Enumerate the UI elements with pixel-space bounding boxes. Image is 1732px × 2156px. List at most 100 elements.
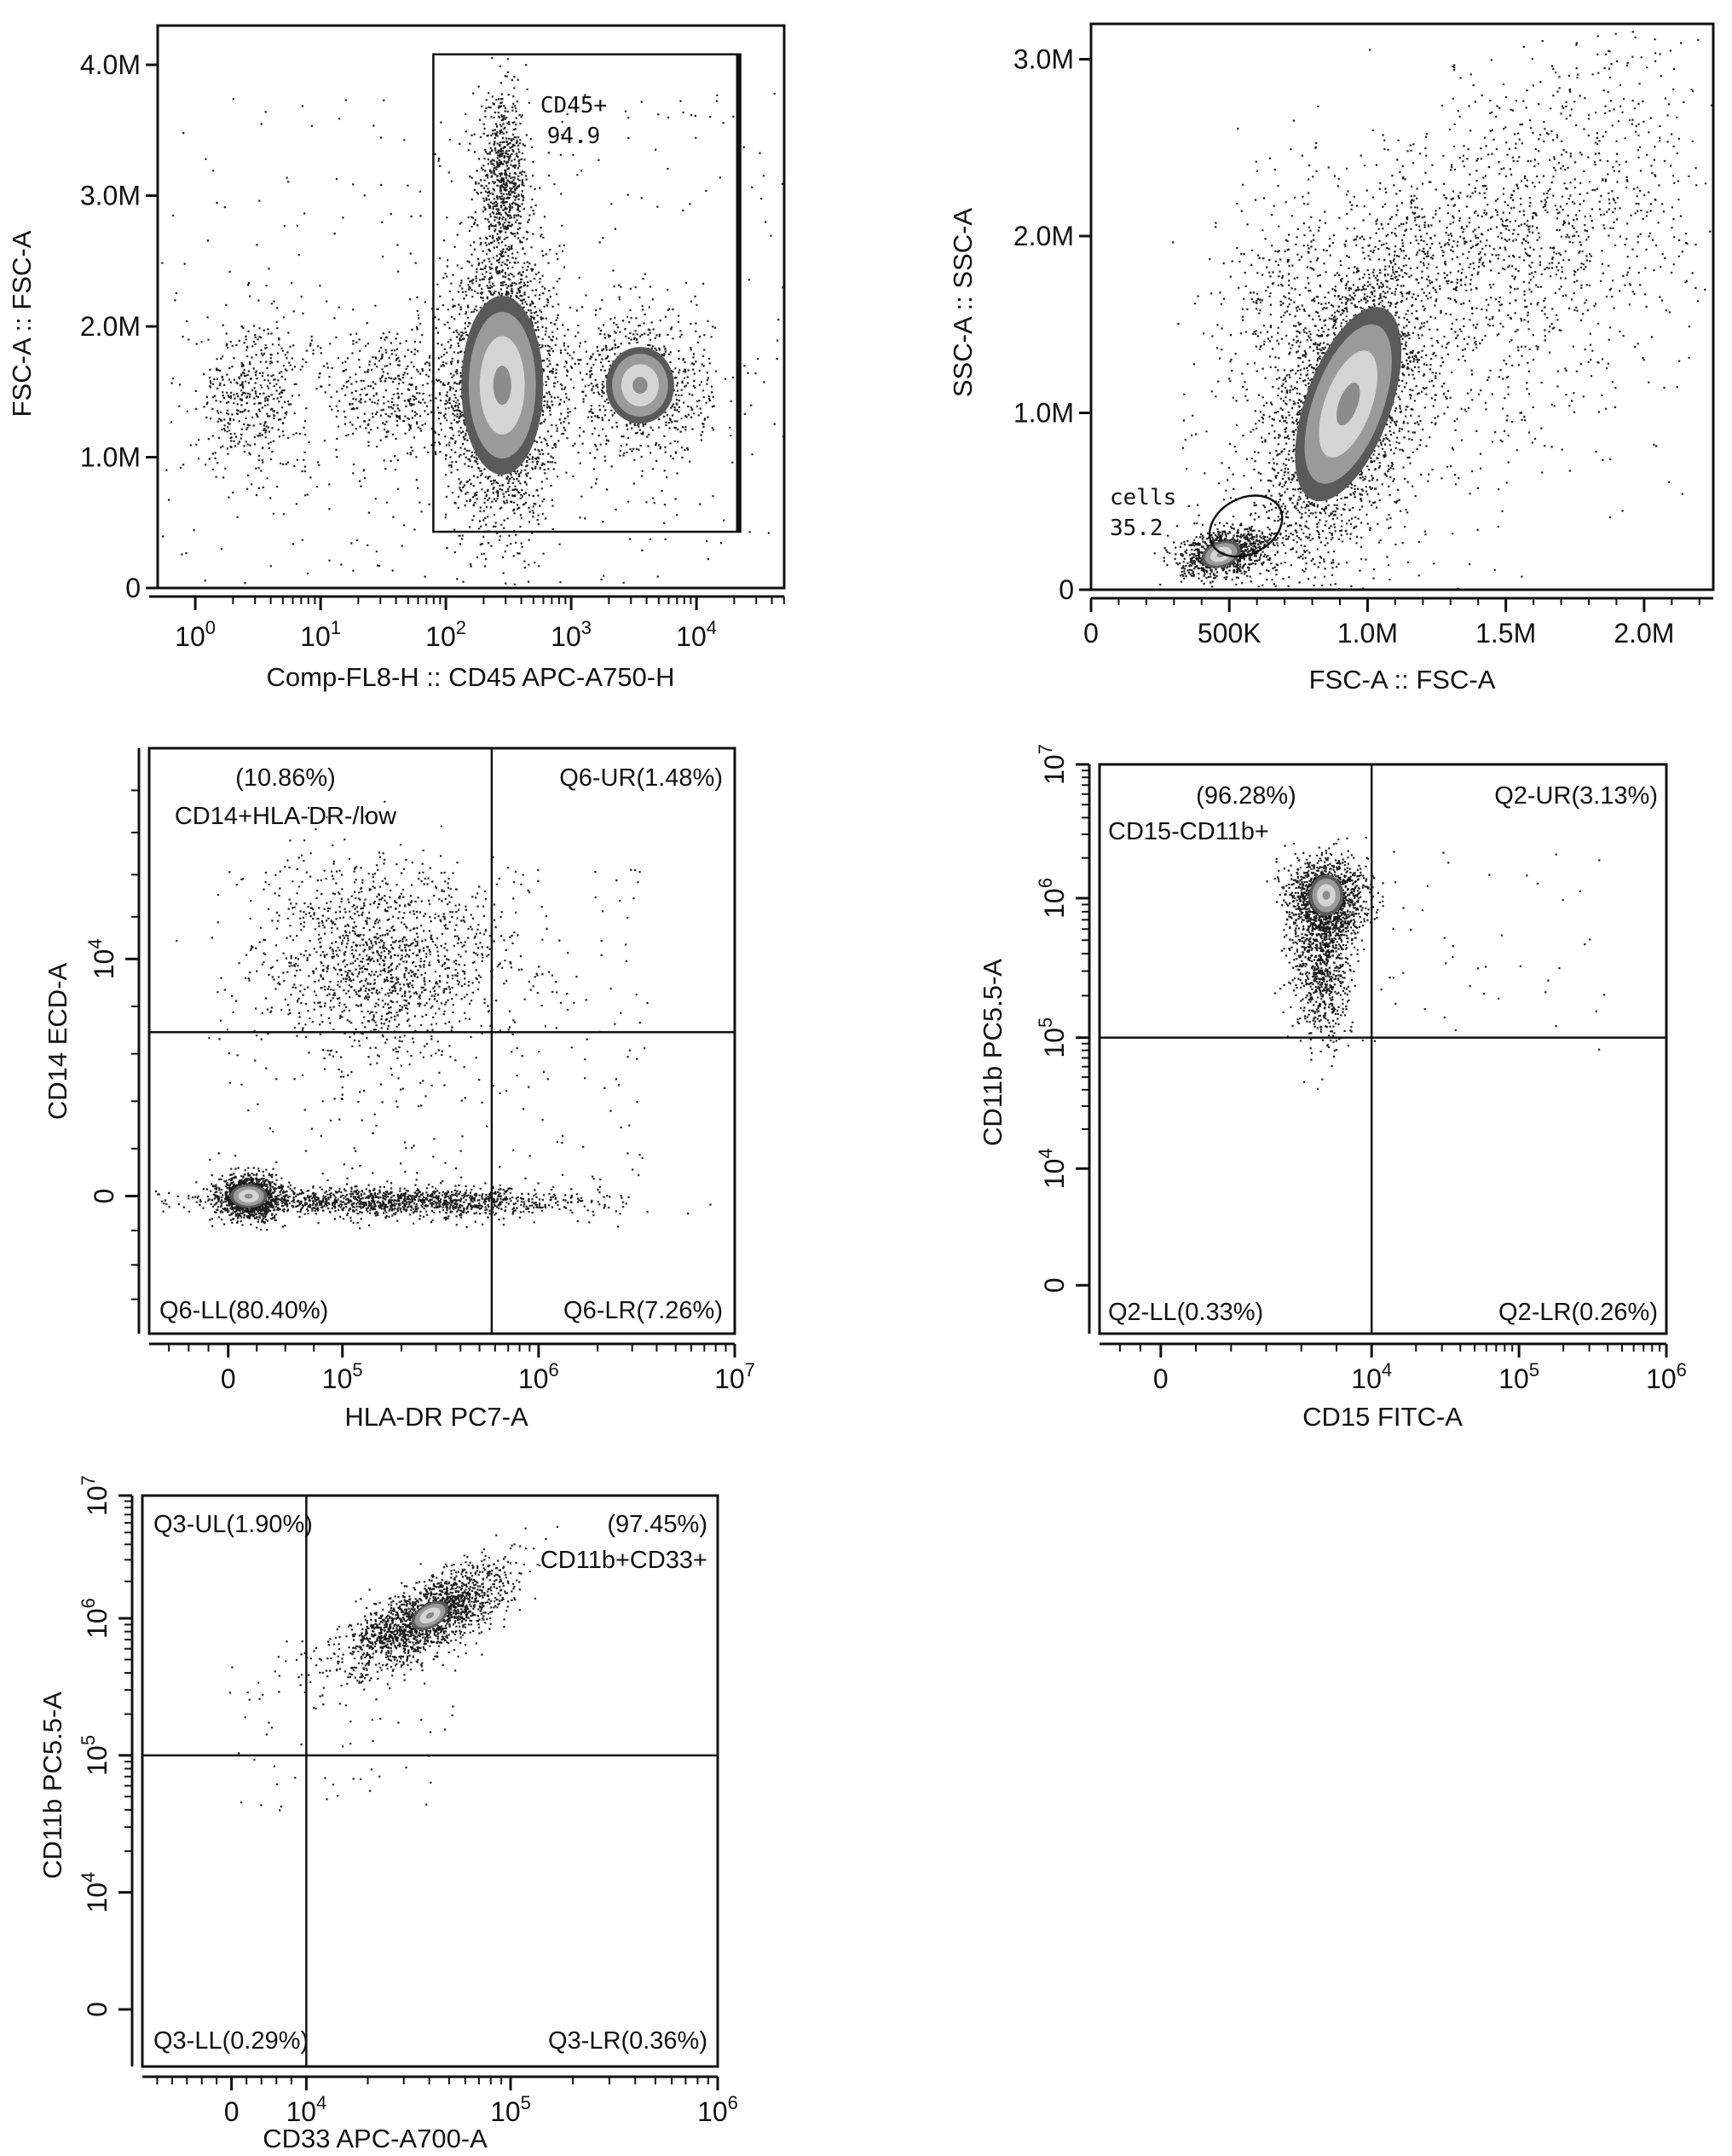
y-tick-label: 0 [82, 2002, 113, 2017]
panel-cd15-cd11b: (96.28%) CD15-CD11b+ Q2-UR(3.13%) Q2-LL(0.3… [978, 744, 1687, 1432]
tick-base: 10 [1351, 1363, 1382, 1394]
tick-base: 0 [82, 2002, 113, 2017]
y-tick-label: 104 [84, 938, 119, 979]
tick-exponent: 4 [78, 1872, 99, 1882]
x-tick-label: 1.0M [1337, 618, 1398, 649]
quadrant-ur-name: CD11b+CD33+ [540, 1547, 707, 1574]
y-axis-title: SSC-A :: SSC-A [948, 208, 978, 398]
y-axis-title: CD11b PC5.5-A [38, 1692, 67, 1879]
density-core-main [461, 296, 544, 476]
x-tick-label: 0 [224, 2096, 240, 2127]
gate-name: cells [1110, 485, 1176, 510]
gate-name: CD45+ [540, 93, 607, 118]
density-core-0 [411, 1600, 449, 1630]
plot-frame [156, 24, 786, 590]
x-axis-title: CD15 FITC-A [1302, 1402, 1463, 1432]
y-tick-label: 105 [1035, 1017, 1070, 1058]
y-tick-label: 1.0M [1013, 398, 1074, 429]
cells-gate [1208, 494, 1284, 558]
x-tick-label: 107 [714, 1359, 755, 1394]
density-ring-inner [493, 365, 511, 406]
x-tick-label: 104 [286, 2092, 326, 2127]
y-tick-label: 0 [89, 1189, 119, 1204]
tick-base: 0 [1153, 1363, 1169, 1394]
x-tick-label: 104 [1351, 1359, 1392, 1394]
y-tick-label: 3.0M [80, 181, 141, 211]
event-dots [154, 800, 712, 1231]
tick-base: 10 [1646, 1363, 1677, 1394]
tick-exponent: 6 [728, 2092, 738, 2113]
tick-base: 10 [714, 1363, 745, 1394]
y-tick-label: 3.0M [1013, 44, 1074, 75]
tick-exponent: 4 [1035, 1148, 1056, 1158]
tick-base: 10 [300, 621, 331, 652]
quadrant-ul-label: Q3-UL(1.90%) [153, 1511, 313, 1538]
quadrant-ur-label: Q2-UR(3.13%) [1494, 782, 1658, 810]
event-scatter [1266, 836, 1606, 1090]
quadrant-ul-name: CD14+HLA-DR-/low [175, 803, 397, 830]
plot-frame [141, 1494, 719, 2068]
x-tick-label: 104 [676, 617, 717, 652]
y-tick-label: 0 [125, 573, 141, 603]
tick-base: 10 [322, 1363, 353, 1394]
event-scatter [161, 56, 785, 585]
tick-base: 10 [697, 2096, 728, 2127]
y-tick-label: 2.0M [1013, 221, 1074, 251]
density-ring-inner [1322, 891, 1331, 900]
x-tick-label: 0 [221, 1363, 236, 1394]
x-axis-title: CD33 APC-A700-A [263, 2124, 488, 2153]
gate-value: 94.9 [547, 124, 601, 149]
tick-exponent: 7 [1035, 744, 1056, 754]
quadrant-ur-value: (97.45%) [607, 1511, 707, 1538]
quadrant-ll-label: Q3-LL(0.29%) [153, 2027, 309, 2055]
tick-base: 10 [89, 949, 119, 980]
quadrant-ul-value: (96.28%) [1196, 782, 1296, 810]
y-tick-label: 106 [78, 1598, 113, 1639]
tick-base: 10 [490, 2096, 521, 2127]
quadrant-ll-label: Q2-LL(0.33%) [1108, 1299, 1263, 1326]
quadrant-ul-value: (10.86%) [235, 764, 336, 792]
y-tick-label: 106 [1035, 878, 1070, 919]
tick-base: 10 [286, 2096, 316, 2127]
y-axis-title: CD14 ECD-A [43, 963, 72, 1121]
event-scatter [154, 800, 712, 1231]
tick-base: 10 [175, 621, 205, 652]
tick-exponent: 5 [352, 1359, 362, 1381]
tick-base: 10 [551, 621, 581, 652]
quadrant-lr-label: Q2-LR(0.26%) [1498, 1299, 1658, 1326]
tick-base: 10 [1039, 888, 1070, 919]
tick-exponent: 7 [745, 1359, 755, 1381]
tick-exponent: 5 [1035, 1017, 1056, 1028]
quadrant-lr-label: Q3-LR(0.36%) [548, 2027, 707, 2055]
y-tick-label: 4.0M [80, 49, 141, 80]
y-tick-label: 105 [78, 1735, 113, 1776]
tick-base: 10 [1039, 754, 1070, 785]
panel-cells-gating: cells 35.2 0 1.0M 2.0M 3.0M 0 500K 1.0M 1.5M 2.0M F… [948, 22, 1715, 695]
tick-base: 10 [1498, 1363, 1529, 1394]
density-core-0 [1309, 874, 1343, 916]
tick-exponent: 5 [78, 1735, 99, 1745]
tick-base: 10 [518, 1363, 549, 1394]
event-scatter [1153, 31, 1713, 591]
y-tick-label: 0 [1059, 574, 1074, 605]
plot-frame [1098, 763, 1668, 1335]
x-tick-label: 1.5M [1475, 618, 1536, 649]
tick-exponent: 6 [78, 1598, 99, 1608]
tick-exponent: 6 [1035, 878, 1056, 888]
y-tick-label: 1.0M [80, 442, 141, 473]
y-axis-title: FSC-A :: FSC-A [7, 230, 37, 417]
tick-exponent: 4 [316, 2092, 326, 2113]
tick-base: 10 [82, 1745, 113, 1776]
x-axis-title: Comp-FL8-H :: CD45 APC-A750-H [267, 662, 675, 692]
quadrant-ul-name: CD15-CD11b+ [1108, 818, 1269, 845]
tick-base: 0 [89, 1189, 119, 1204]
event-dots [1153, 31, 1713, 591]
density-core-cells [1201, 540, 1241, 568]
y-tick-label: 104 [1035, 1148, 1070, 1189]
y-tick-label: 104 [78, 1872, 113, 1913]
panel-cd33-cd11b: Q3-UL(1.90%) (97.45%) CD11b+CD33+ Q3-LL(0.2… [38, 1475, 738, 2153]
tick-exponent: 6 [1677, 1359, 1687, 1381]
quadrant-ur-label: Q6-UR(1.48%) [559, 764, 723, 792]
